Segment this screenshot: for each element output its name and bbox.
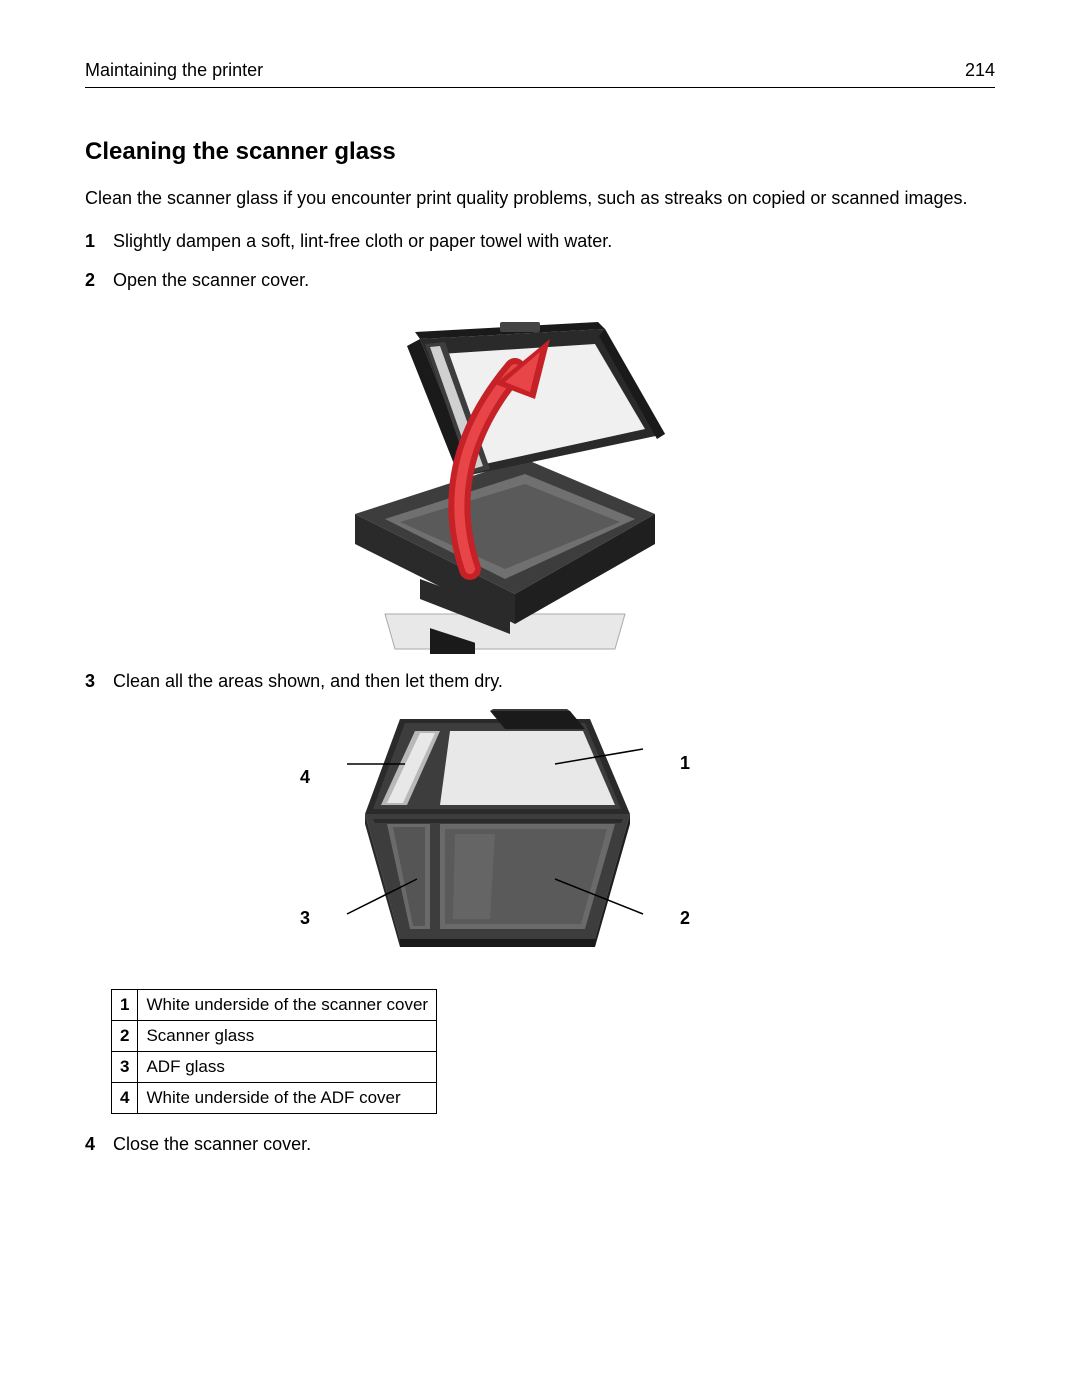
step-4: Close the scanner cover. — [85, 1132, 995, 1157]
step-2: Open the scanner cover. — [85, 268, 995, 293]
part-number: 4 — [112, 1082, 138, 1113]
step-3: Clean all the areas shown, and then let … — [85, 669, 995, 694]
part-number: 2 — [112, 1020, 138, 1051]
callout-label-4: 4 — [300, 767, 310, 788]
step-1: Slightly dampen a soft, lint-free cloth … — [85, 229, 995, 254]
part-number: 3 — [112, 1051, 138, 1082]
table-row: 1 White underside of the scanner cover — [112, 989, 437, 1020]
header-page-number: 214 — [965, 60, 995, 81]
parts-legend-table: 1 White underside of the scanner cover 2… — [111, 989, 437, 1114]
part-label: White underside of the ADF cover — [138, 1082, 437, 1113]
part-label: ADF glass — [138, 1051, 437, 1082]
intro-paragraph: Clean the scanner glass if you encounter… — [85, 186, 995, 211]
section-title: Cleaning the scanner glass — [85, 138, 995, 166]
figure-clean-areas-svg — [345, 709, 645, 959]
part-number: 1 — [112, 989, 138, 1020]
figure-clean-areas: 1 2 3 4 — [305, 709, 685, 969]
part-label: White underside of the scanner cover — [138, 989, 437, 1020]
header-section-name: Maintaining the printer — [85, 60, 263, 81]
step-list: Slightly dampen a soft, lint-free cloth … — [85, 229, 995, 293]
step-list-cont: Clean all the areas shown, and then let … — [85, 669, 995, 694]
document-page: Maintaining the printer 214 Cleaning the… — [0, 0, 1080, 1211]
page-header: Maintaining the printer 214 — [85, 60, 995, 88]
table-row: 3 ADF glass — [112, 1051, 437, 1082]
table-row: 2 Scanner glass — [112, 1020, 437, 1051]
part-label: Scanner glass — [138, 1020, 437, 1051]
step-list-final: Close the scanner cover. — [85, 1132, 995, 1157]
figure-open-scanner — [325, 314, 685, 654]
callout-label-1: 1 — [680, 753, 690, 774]
table-row: 4 White underside of the ADF cover — [112, 1082, 437, 1113]
callout-label-2: 2 — [680, 908, 690, 929]
callout-label-3: 3 — [300, 908, 310, 929]
